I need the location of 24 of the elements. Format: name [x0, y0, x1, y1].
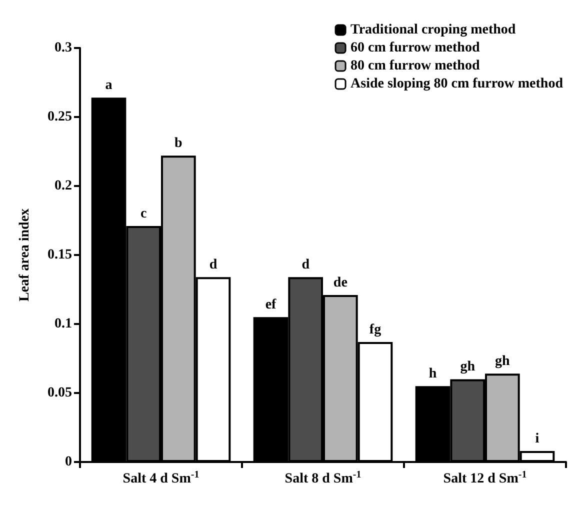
legend-label: Traditional croping method — [350, 22, 516, 38]
legend-label: 60 cm furrow method — [350, 40, 480, 56]
data-label: de — [333, 276, 348, 291]
data-label: a — [105, 78, 112, 94]
data-label: fg — [369, 322, 382, 338]
data-label: i — [535, 431, 540, 446]
data-label: gh — [495, 354, 510, 370]
y-tick-label: 0.25 — [48, 110, 72, 124]
y-tick-label: 0.1 — [54, 316, 72, 332]
y-tick-label: 0.2 — [54, 178, 72, 194]
y-axis-title: Leaf area index — [18, 208, 32, 302]
y-tick-label: 0.05 — [48, 386, 72, 400]
data-label: d — [302, 258, 310, 273]
y-tick-label: 0 — [65, 454, 72, 470]
data-label: gh — [460, 360, 476, 375]
data-label: b — [174, 136, 183, 152]
data-label: d — [209, 258, 218, 273]
data-label: ef — [265, 298, 277, 313]
data-label: c — [140, 206, 147, 222]
legend-label: Aside sloping 80 cm furrow method — [350, 76, 564, 92]
y-tick-label: 0.3 — [54, 40, 72, 56]
y-tick-label: 0.15 — [48, 248, 72, 262]
data-label: h — [428, 366, 437, 382]
legend-label: 80 cm furrow method — [350, 58, 480, 74]
